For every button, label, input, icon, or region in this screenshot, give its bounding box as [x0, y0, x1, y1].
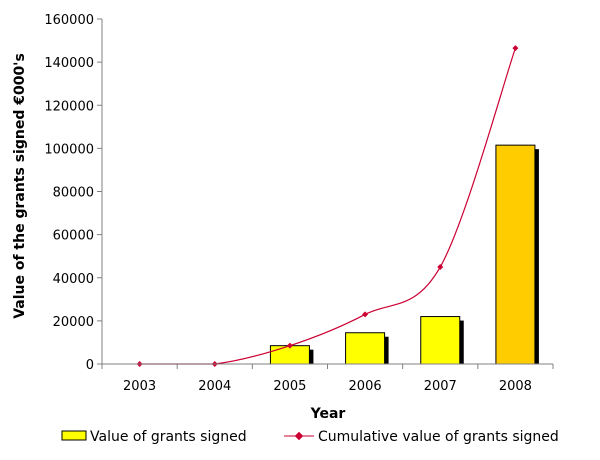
bar	[495, 144, 536, 365]
x-tick-label: 2003	[123, 379, 156, 394]
x-tick-label: 2004	[198, 379, 231, 394]
x-tick-label: 2006	[349, 379, 382, 394]
y-tick-label: 60000	[53, 229, 94, 244]
line-point-marker	[512, 45, 519, 52]
y-tick-label: 100000	[44, 142, 94, 157]
line-point-marker	[286, 342, 293, 349]
y-tick-label: 0	[86, 358, 94, 373]
x-axis-ticks: 2003 2004 2005 2006 2007 2008	[101, 364, 554, 394]
line-point-marker	[437, 263, 444, 270]
x-tick-label: 2007	[424, 379, 457, 394]
line-series	[136, 45, 519, 367]
y-tick-label: 120000	[44, 99, 94, 114]
line-point-marker	[362, 311, 369, 318]
legend-marker-swatch	[294, 431, 304, 441]
bar	[420, 316, 461, 365]
x-axis-title: Year	[310, 406, 346, 422]
y-axis-title: Value of the grants signed €000's	[12, 53, 28, 319]
y-tick-label: 20000	[53, 315, 94, 330]
x-tick-label: 2005	[273, 379, 306, 394]
legend: Value of grants signed Cumulative value …	[61, 429, 559, 445]
axes	[101, 19, 553, 365]
y-tick-label: 80000	[53, 186, 94, 201]
bar	[345, 332, 386, 365]
legend-swatch-bar	[61, 430, 87, 441]
x-tick-label: 2008	[499, 379, 532, 394]
legend-label-line: Cumulative value of grants signed	[318, 429, 559, 445]
legend-label-bar: Value of grants signed	[90, 429, 247, 445]
y-tick-label: 140000	[44, 56, 94, 71]
bar-series	[269, 144, 539, 365]
y-axis-ticks: 0 20000 40000 60000 80000 100000 120000 140000 1…	[44, 13, 102, 373]
y-tick-label: 40000	[53, 272, 94, 287]
y-tick-label: 160000	[44, 13, 94, 28]
